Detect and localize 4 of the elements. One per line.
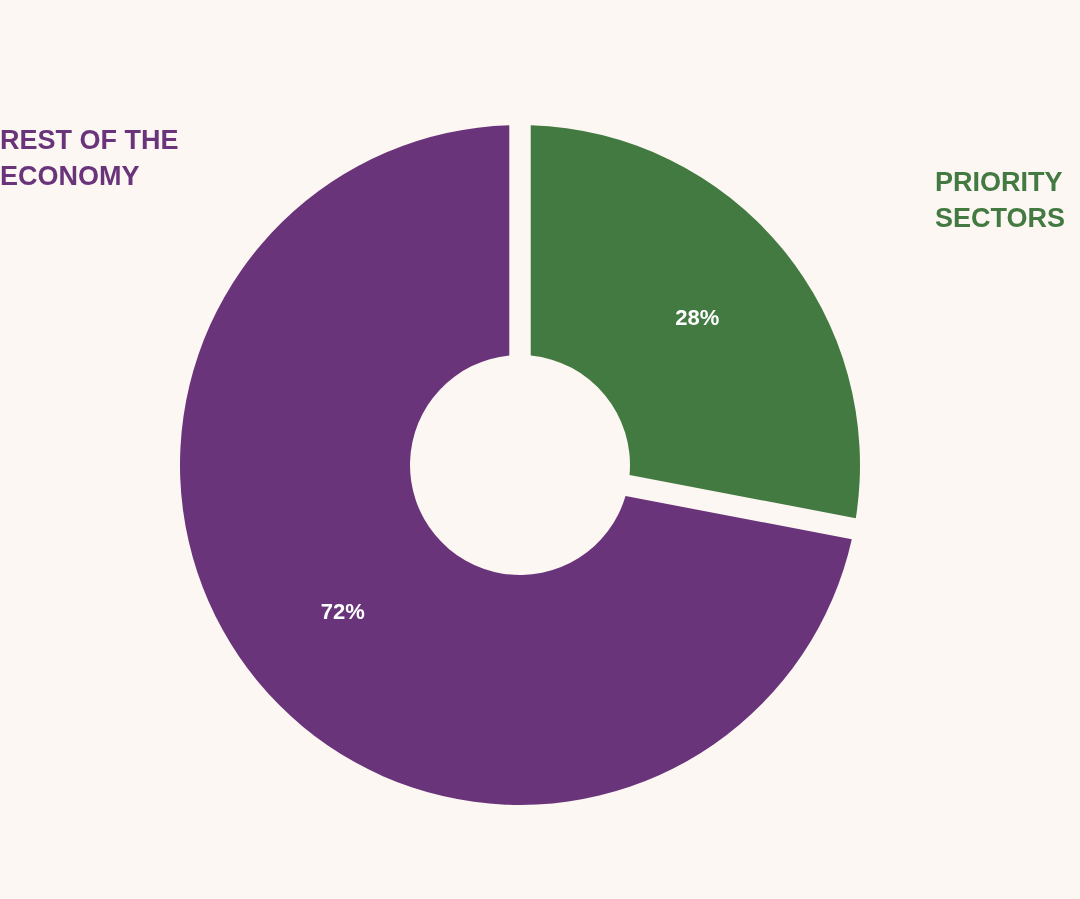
- slice-label: PRIORITY SECTORS: [935, 167, 1066, 233]
- data-label: 72%: [320, 598, 365, 624]
- data-label: 28%: [675, 305, 720, 331]
- slice-label: REST OF THE ECONOMY: [0, 125, 179, 191]
